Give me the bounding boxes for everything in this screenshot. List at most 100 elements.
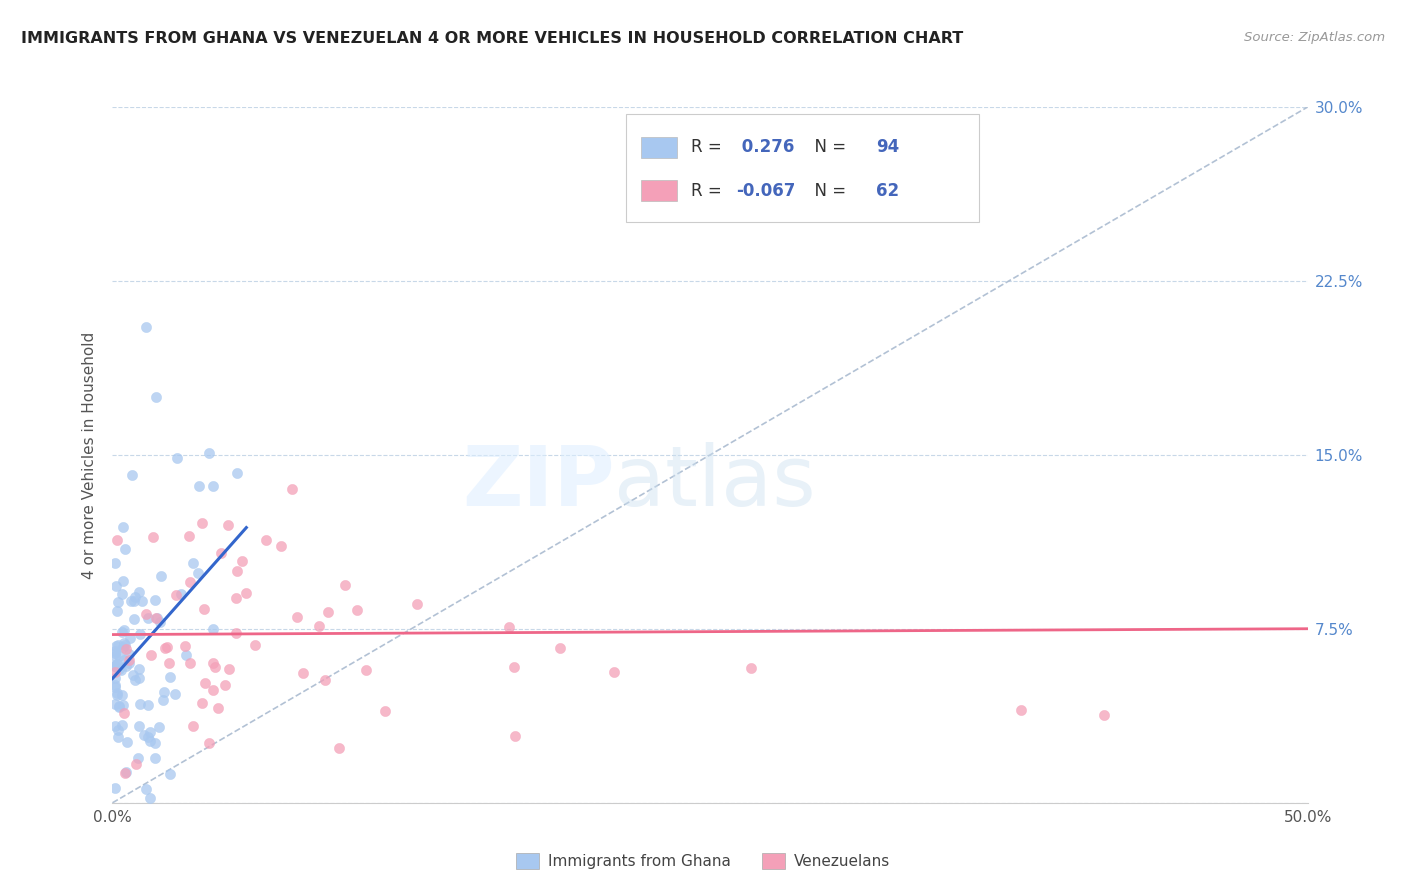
- Point: [187, 479, 209, 493]
- Point: [198, 736, 221, 750]
- Point: [225, 564, 247, 578]
- Point: [1010, 703, 1032, 717]
- Point: [107, 639, 129, 653]
- Point: [194, 675, 217, 690]
- Point: [204, 660, 226, 674]
- Point: [135, 607, 157, 621]
- Point: [165, 588, 187, 602]
- Point: [111, 689, 134, 703]
- Point: [122, 594, 145, 608]
- Point: [105, 689, 128, 703]
- Point: [191, 516, 214, 531]
- Point: [136, 611, 159, 625]
- Point: [139, 734, 162, 748]
- Point: [115, 734, 138, 748]
- Point: [179, 657, 201, 671]
- Point: [120, 594, 142, 608]
- Point: [108, 648, 131, 663]
- Point: [118, 653, 141, 667]
- Point: [114, 642, 136, 657]
- Point: [308, 619, 330, 633]
- FancyBboxPatch shape: [627, 114, 979, 222]
- Point: [107, 699, 129, 714]
- Point: [207, 700, 229, 714]
- Text: 0.276: 0.276: [737, 138, 794, 156]
- Point: [291, 665, 314, 680]
- Point: [114, 541, 136, 556]
- Point: [166, 450, 188, 465]
- Point: [118, 631, 141, 645]
- Point: [112, 706, 135, 721]
- Point: [374, 704, 396, 718]
- Point: [122, 667, 145, 681]
- Point: [112, 653, 135, 667]
- Point: [105, 657, 128, 672]
- Point: [107, 595, 129, 609]
- Point: [122, 612, 145, 626]
- Point: [131, 594, 153, 608]
- Point: [107, 723, 129, 737]
- Point: [243, 639, 266, 653]
- Point: [104, 658, 127, 673]
- Point: [114, 765, 136, 780]
- Point: [165, 687, 187, 701]
- Text: N =: N =: [804, 138, 852, 156]
- Point: [125, 757, 148, 772]
- Point: [152, 684, 174, 698]
- Point: [135, 320, 157, 334]
- Point: [128, 719, 150, 733]
- Point: [149, 569, 172, 583]
- Text: ZIP: ZIP: [463, 442, 614, 524]
- Point: [105, 660, 128, 674]
- Point: [104, 643, 127, 657]
- Point: [128, 662, 150, 676]
- Point: [124, 590, 146, 604]
- Point: [128, 584, 150, 599]
- Point: [193, 602, 215, 616]
- Point: [105, 639, 128, 653]
- Point: [104, 671, 127, 685]
- Point: [115, 659, 138, 673]
- Point: [104, 648, 127, 663]
- Point: [159, 670, 181, 684]
- Text: 62: 62: [876, 182, 900, 200]
- Point: [235, 586, 257, 600]
- Point: [333, 578, 356, 592]
- Point: [603, 665, 626, 679]
- Text: R =: R =: [690, 182, 727, 200]
- Point: [104, 780, 127, 795]
- Point: [110, 663, 132, 677]
- Point: [170, 587, 193, 601]
- Point: [153, 641, 176, 656]
- Point: [104, 678, 127, 692]
- Point: [104, 680, 127, 694]
- Point: [143, 736, 166, 750]
- Point: [105, 604, 128, 618]
- Point: [328, 740, 350, 755]
- Point: [128, 671, 150, 685]
- Point: [550, 640, 572, 655]
- Point: [127, 751, 149, 765]
- Point: [179, 574, 201, 589]
- Point: [198, 446, 221, 460]
- Point: [139, 724, 162, 739]
- Point: [114, 765, 136, 780]
- Point: [104, 697, 127, 711]
- Text: IMMIGRANTS FROM GHANA VS VENEZUELAN 4 OR MORE VEHICLES IN HOUSEHOLD CORRELATION : IMMIGRANTS FROM GHANA VS VENEZUELAN 4 OR…: [21, 31, 963, 46]
- Point: [135, 782, 157, 797]
- Point: [202, 683, 225, 698]
- Point: [107, 731, 129, 745]
- Point: [174, 639, 197, 653]
- Point: [346, 603, 368, 617]
- Point: [406, 597, 429, 611]
- Text: 94: 94: [876, 138, 900, 156]
- Point: [112, 636, 135, 650]
- Point: [136, 730, 159, 744]
- Point: [124, 673, 146, 687]
- Point: [190, 696, 212, 710]
- Point: [214, 678, 236, 692]
- Point: [202, 656, 225, 670]
- Point: [149, 615, 172, 629]
- Point: [503, 729, 526, 743]
- Point: [157, 656, 180, 670]
